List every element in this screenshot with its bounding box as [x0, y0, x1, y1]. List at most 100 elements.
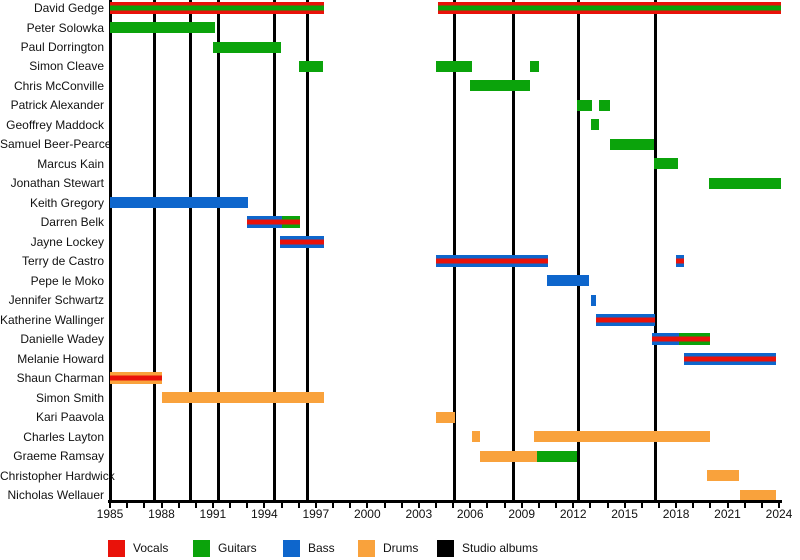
member-label: Samuel Beer-Pearce [0, 137, 112, 152]
axis-tick [520, 503, 523, 508]
timeline-bar [707, 470, 739, 481]
timeline-bar [298, 60, 323, 72]
axis-tick [280, 503, 283, 508]
timeline-bar [110, 197, 249, 209]
timeline-bar [282, 216, 300, 229]
axis-tick [503, 503, 506, 508]
timeline-bar [110, 2, 325, 14]
studio-album-line [453, 0, 457, 500]
axis-tick [263, 503, 266, 508]
axis-tick [606, 503, 609, 508]
axis-tick [692, 503, 695, 508]
member-label: Peter Solowka [26, 20, 104, 35]
legend-label-drums: Drums [383, 541, 419, 555]
legend-label-bass: Bass [308, 541, 335, 555]
timeline-bar [537, 450, 577, 462]
member-label: Chris McConville [13, 78, 104, 93]
axis-tick [109, 503, 111, 508]
timeline-bar [652, 333, 679, 346]
axis-tick [657, 503, 660, 508]
axis-year-label: 2012 [559, 507, 587, 521]
timeline-bar [676, 255, 684, 268]
axis-tick [246, 503, 249, 508]
member-label: Jennifer Schwartz [8, 293, 104, 308]
axis-tick [623, 503, 626, 508]
member-label: Charles Layton [23, 429, 104, 444]
timeline-bar [653, 158, 678, 170]
axis-tick [126, 503, 129, 508]
axis-tick [143, 503, 146, 508]
legend-swatch-drums [358, 540, 375, 557]
legend-swatch-vocals [108, 540, 125, 557]
member-label: David Gedge [33, 1, 104, 15]
timeline-bar [110, 22, 215, 33]
member-label: Pepe le Moko [30, 273, 104, 288]
axis-tick [383, 503, 386, 508]
studio-album-line [217, 0, 221, 500]
timeline-bar [435, 411, 455, 423]
timeline-bar [591, 119, 599, 131]
timeline-bar [162, 392, 325, 404]
timeline-bar [610, 138, 654, 150]
axis-year-label: 2021 [714, 507, 741, 521]
timeline-bar [591, 294, 597, 306]
member-label: Simon Cleave [29, 59, 104, 74]
timeline-bar [577, 99, 592, 111]
axis-tick [417, 503, 420, 508]
timeline-bar [279, 235, 325, 248]
axis-tick [537, 503, 540, 508]
timeline-bar [435, 255, 549, 268]
member-label: Shaun Charman [16, 371, 104, 386]
axis-tick [434, 503, 437, 508]
member-label: Patrick Alexander [10, 98, 104, 113]
timeline-bar [530, 60, 539, 72]
timeline-bar [708, 177, 781, 189]
x-axis-baseline [108, 500, 782, 503]
axis-tick [229, 503, 232, 508]
axis-tick [486, 503, 489, 508]
axis-year-label: 2015 [611, 507, 638, 521]
axis-tick [366, 503, 369, 508]
timeline-bar [471, 431, 480, 443]
axis-year-label: 2003 [405, 507, 433, 521]
member-label: Nicholas Wellauer [7, 488, 105, 502]
timeline-bar [110, 372, 163, 385]
axis-year-label: 2006 [456, 507, 484, 521]
axis-tick [726, 503, 729, 508]
member-label: Marcus Kain [37, 156, 104, 171]
timeline-bar [479, 450, 538, 462]
studio-album-line [273, 0, 277, 500]
member-label: Christopher Hardwick [0, 468, 115, 483]
timeline-bar [678, 333, 711, 346]
axis-tick [760, 503, 763, 508]
member-label: Paul Dorrington [20, 40, 104, 54]
axis-tick [640, 503, 643, 508]
axis-tick [778, 503, 780, 508]
member-label: Keith Gregory [29, 195, 104, 210]
axis-tick [297, 503, 300, 508]
axis-tick [675, 503, 678, 508]
axis-year-label: 2009 [508, 507, 536, 521]
member-label: Geoffrey Maddock [6, 117, 104, 132]
axis-year-label: 1991 [199, 507, 227, 521]
axis-tick [743, 503, 746, 508]
member-label: Kari Paavola [35, 410, 104, 425]
member-label: Jonathan Stewart [10, 176, 104, 191]
axis-year-label: 1994 [251, 507, 278, 521]
timeline-bar [546, 275, 589, 287]
axis-tick [211, 503, 214, 508]
member-label: Jayne Lockey [30, 234, 104, 249]
legend-label-albums: Studio albums [462, 541, 539, 555]
axis-tick [349, 503, 352, 508]
member-label: Katherine Wallinger [0, 312, 105, 327]
axis-year-label: 1988 [148, 507, 175, 521]
axis-tick [709, 503, 712, 508]
plot-left-border [108, 0, 112, 500]
legend-swatch-guitars [193, 540, 210, 557]
member-label: Simon Smith [35, 390, 104, 405]
axis-year-label: 2024 [765, 507, 793, 521]
timeline-bar [212, 41, 282, 53]
legend-swatch-albums [437, 540, 454, 557]
member-label: Melanie Howard [17, 351, 104, 366]
axis-year-label: 2018 [662, 507, 690, 521]
